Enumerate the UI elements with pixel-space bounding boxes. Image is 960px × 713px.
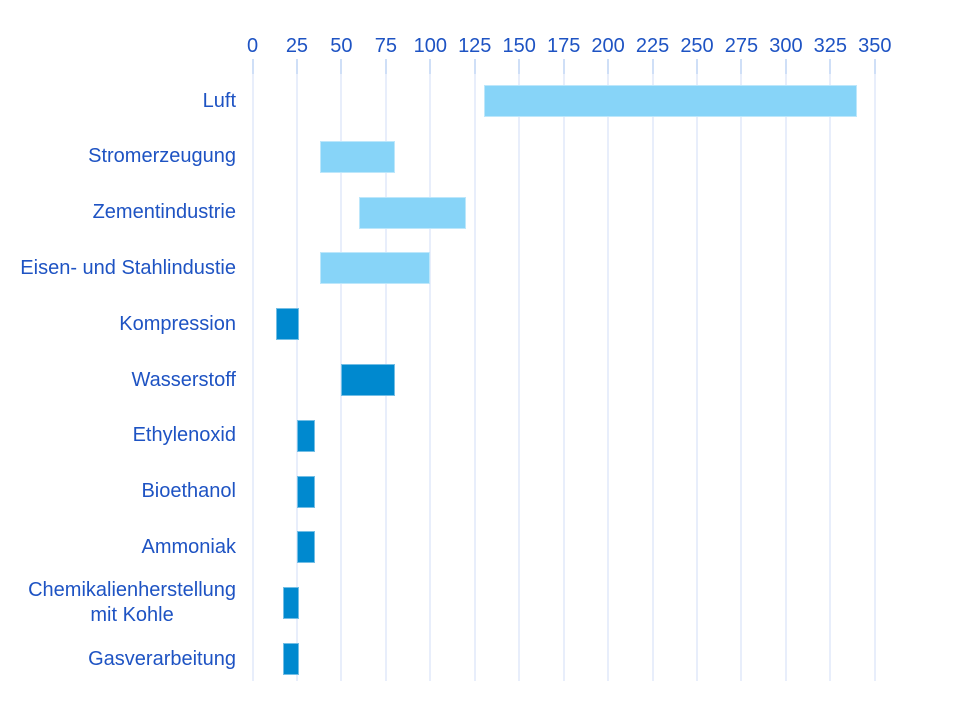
x-tickmark [873,59,876,74]
category-label-wasserstoff: Wasserstoff [0,368,236,393]
x-gridline [651,74,654,681]
x-axis-tick-label: 225 [635,35,670,57]
category-label-text: Wasserstoff [131,368,236,391]
x-tickmark [740,59,743,74]
range-bar-chemikalienherstellung-mit-kohle [282,587,299,620]
category-label-eisen-und-stahlindustie: Eisen- und Stahlindustie [0,256,236,281]
category-label-text: Zementindustrie [92,201,236,224]
x-axis-tick-label: 350 [858,35,892,57]
x-tickmark [384,59,387,74]
x-tickmark [518,59,521,74]
category-label-ammoniak: Ammoniak [0,535,236,560]
x-gridline [740,74,743,681]
category-label-stromerzeugung: Stromerzeugung [0,144,236,169]
category-label-bioethanol: Bioethanol [0,479,236,504]
category-label-text: Eisen- und Stahlindustie [20,256,236,279]
x-gridline [607,74,610,681]
category-label-zementindustrie: Zementindustrie [0,200,236,225]
x-axis-tick-label: 325 [813,35,848,57]
x-axis-tick-label: 100 [413,35,447,57]
x-tickmark [340,59,343,74]
category-label-kompression: Kompression [0,312,236,337]
x-tickmark [696,59,698,74]
range-bar-luft [483,85,857,117]
x-axis-tick-label: 200 [591,35,625,57]
category-label-chemikalienherstellung-mit-kohle: Chemikalienherstellung mit Kohle [0,578,236,628]
x-gridline [784,74,787,681]
x-tickmark [429,59,432,74]
category-label-text: Ammoniak [141,535,236,558]
category-label-text: Ethylenoxid [132,424,236,447]
x-axis-tick-label: 0 [246,35,259,57]
category-label-gasverarbeitung: Gasverarbeitung [0,647,236,672]
x-axis-tick-label: 25 [285,35,309,57]
x-tickmark [295,59,298,74]
category-label-text: Kompression [119,312,236,335]
range-bar-wasserstoff [341,364,395,396]
category-label-text: Gasverarbeitung [88,647,236,670]
x-gridline [873,74,876,681]
range-bar-gasverarbeitung [282,643,299,675]
x-axis-tick-label: 150 [502,35,536,57]
x-gridline [696,74,698,681]
range-bar-bioethanol [296,475,315,508]
range-bar-zementindustrie [359,196,466,229]
category-label-text: Stromerzeugung [88,145,236,168]
x-gridline [562,74,565,681]
x-axis-tick-label: 125 [458,35,492,57]
category-label-text: Bioethanol [141,480,236,503]
x-axis-tick-label: 50 [330,35,353,57]
range-bar-eisen-und-stahlindustie [320,252,431,285]
x-axis-tick-label: 250 [680,35,714,57]
x-tickmark [784,59,787,74]
x-axis-tick-label: 175 [546,35,581,57]
category-label-ethylenoxid: Ethylenoxid [0,423,236,448]
x-gridline [429,74,432,681]
range-bar-ethylenoxid [296,419,315,452]
x-tickmark [829,59,832,74]
range-bar-stromerzeugung [320,140,395,173]
range-bar-ammoniak [296,531,315,564]
x-tickmark [607,59,610,74]
x-gridline [473,74,476,681]
x-tickmark [562,59,565,74]
category-label-text: Chemikalienherstellung mit Kohle [28,579,236,627]
x-tickmark [651,59,654,74]
category-label-text: Luft [202,89,236,112]
range-bar-kompression [275,308,299,341]
category-label-luft: Luft [0,89,236,114]
x-axis-tick-label: 75 [374,35,397,57]
x-tickmark [473,59,476,74]
x-tickmark [251,59,254,74]
x-gridline [251,74,254,681]
x-gridline [829,74,832,681]
x-axis-tick-label: 300 [769,35,803,57]
x-axis-tick-label: 275 [724,35,759,57]
x-gridline [518,74,521,681]
